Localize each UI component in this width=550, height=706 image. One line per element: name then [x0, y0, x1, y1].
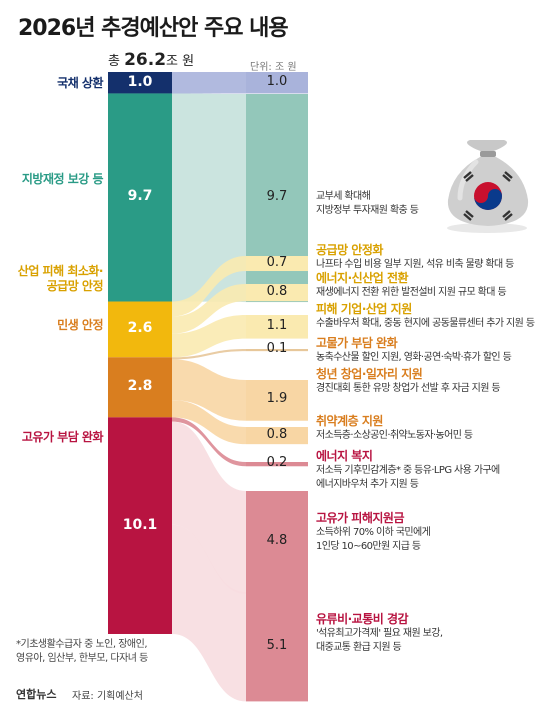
source-note: 자료: 기획예산처: [72, 691, 143, 702]
item-value: 1.1: [266, 317, 288, 333]
flow-band: [172, 256, 246, 317]
category-value: 9.7: [127, 188, 153, 205]
flow-band: [172, 315, 246, 358]
footnote: *기초생활수급자 중 노인, 장애인, 영유아, 임산부, 한부모, 다자녀 등: [16, 638, 148, 666]
total-suffix: 조 원: [166, 54, 195, 69]
yonhap-logo: 연합뉴스: [16, 688, 57, 701]
item-description: 에너지바우처 추가 지원 등: [316, 479, 419, 490]
item-description: 저소득층·소상공인·취약노동자·농어민 등: [316, 430, 473, 441]
item-value: 9.7: [266, 189, 288, 205]
flow-band: [172, 400, 246, 445]
item-bar: [246, 256, 308, 272]
item-description: 경진대회 통한 유망 창업가 선발 후 자금 지원 등: [316, 383, 501, 394]
item-bar: [246, 592, 308, 702]
item-title: 고물가 부담 완화: [316, 336, 398, 350]
category-label: 산업 피해 최소화·: [17, 264, 104, 278]
category-value: 2.8: [127, 378, 153, 395]
item-description: 소득하위 70% 이하 국민에게: [316, 527, 431, 538]
item-description: 대중교통 환급 지원 등: [316, 642, 402, 653]
item-bar: [246, 462, 308, 467]
category-value: 1.0: [127, 73, 153, 90]
item-title: 에너지 복지: [316, 449, 373, 463]
item-bar: [246, 349, 308, 352]
flow-band: [172, 417, 246, 467]
category-label: 지방재정 보강 등: [21, 172, 104, 186]
item-description: 지방정부 투자재원 확충 등: [316, 205, 419, 217]
money-bag-icon: [447, 140, 529, 233]
category-bar: [108, 417, 172, 634]
item-title: 청년 창업·일자리 지원: [316, 367, 423, 381]
item-bar: [246, 284, 308, 302]
item-value: 4.8: [266, 533, 288, 549]
category-label: 국채 상환: [57, 76, 103, 90]
total-value: 26.2: [124, 50, 167, 70]
item-value: 1.9: [266, 391, 288, 407]
item-bar: [246, 491, 308, 594]
item-title: 고유가 피해지원금: [316, 511, 405, 525]
category-bar: [108, 357, 172, 418]
flow-band: [172, 93, 246, 303]
category-bar: [108, 72, 172, 94]
item-description: 교부세 확대해: [316, 191, 371, 203]
flow-band: [172, 72, 246, 94]
item-value: 0.8: [266, 283, 288, 299]
category-bar: [108, 93, 172, 302]
item-bar: [246, 315, 308, 339]
footnote-line: *기초생활수급자 중 노인, 장애인,: [16, 639, 147, 650]
category-bar: [108, 301, 172, 358]
flow-band: [172, 421, 246, 594]
item-description: 저소득 기후민감계층* 중 등유·LPG 사용 가구에: [316, 465, 500, 476]
item-value: 1.0: [266, 73, 288, 89]
chart-title: 2026년 추경예산안 주요 내용: [18, 16, 289, 41]
footnote-line: 영유아, 임산부, 한부모, 다자녀 등: [16, 653, 148, 664]
item-value: 0.8: [266, 426, 288, 442]
category-value: 10.1: [122, 516, 158, 533]
taegeuk-icon: [463, 171, 513, 221]
item-title: 에너지·신산업 전환: [316, 271, 409, 285]
item-title: 유류비·교통비 경감: [316, 612, 409, 626]
category-value: 2.6: [127, 320, 153, 337]
flow-band: [172, 359, 246, 421]
item-value: 0.7: [266, 254, 288, 270]
item-title: 공급망 안정화: [316, 243, 383, 257]
item-description: 재생에너지 전환 위한 발전설비 지원 규모 확대 등: [316, 287, 507, 298]
item-bar: [246, 427, 308, 445]
category-label: 민생 안정: [57, 318, 103, 332]
total-prefix: 총: [108, 54, 125, 69]
item-title: 피해 기업·산업 지원: [316, 302, 412, 316]
category-label: 고유가 부담 완화: [21, 430, 104, 444]
item-bar: [246, 380, 308, 421]
item-value: 0.2: [266, 455, 288, 471]
flow-band: [172, 284, 246, 334]
item-description: 농축수산물 할인 지원, 영화·공연·숙박·휴가 할인 등: [316, 352, 512, 363]
item-description: 1인당 10~60만원 지급 등: [316, 541, 421, 552]
item-bar: [246, 72, 308, 94]
item-description: 수출바우처 확대, 중동 현지에 공동물류센터 추가 지원 등: [316, 318, 535, 329]
item-value: 5.1: [266, 637, 288, 653]
item-value: 0.1: [266, 341, 288, 357]
item-description: '석유최고가격제' 필요 재원 보강,: [316, 628, 443, 639]
item-description: 나프타 수입 비용 일부 지원, 석유 비축 물량 확대 등: [316, 259, 514, 270]
category-label: 공급망 안정: [46, 279, 104, 293]
item-title: 취약계층 지원: [316, 414, 383, 428]
total-budget: 총 26.2조 원: [108, 50, 194, 70]
flow-band: [172, 349, 246, 360]
unit-label: 단위: 조 원: [250, 62, 297, 73]
flow-band: [172, 524, 246, 702]
